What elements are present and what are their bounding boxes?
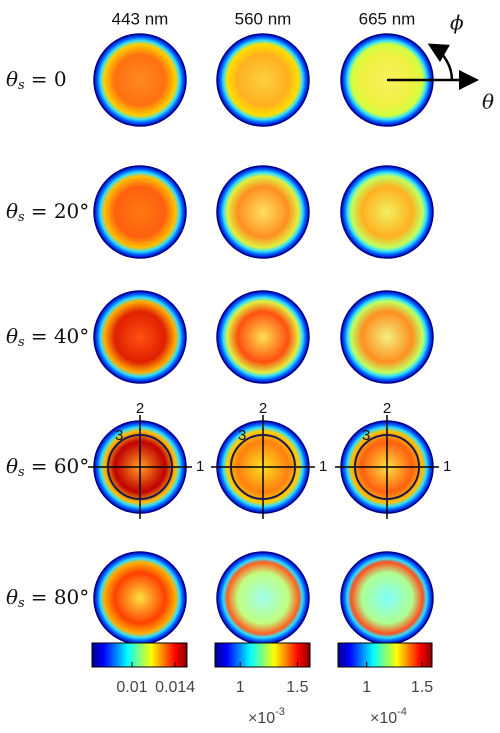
overlay-label: 1 [319,458,327,475]
row-subscript: s [18,596,25,611]
colorbar [214,642,311,668]
colorbar-tick-label: 1.5 [286,679,308,696]
phi-label: ϕ [450,11,464,35]
colorbar-tick-label: 0.01 [116,679,147,696]
colorbar [91,642,188,668]
row-label: θs = 80° [6,585,89,611]
overlay-ring [230,434,296,500]
overlay-ring [354,434,420,500]
row-subscript: s [18,210,25,225]
row-value: = 20° [31,199,90,223]
radiance-disk [93,290,187,384]
row-value: = 40° [31,324,90,348]
colorbar-tick-label: 1 [362,679,371,696]
row-symbol: θ [6,454,18,478]
overlay-label: 1 [196,458,204,475]
overlay-label: 3 [238,427,246,444]
row-subscript: s [18,465,25,480]
overlay-label: 1 [443,458,451,475]
radiance-disk [93,33,187,127]
row-value: = 60° [31,454,90,478]
multiplier-base: ×10 [370,710,397,727]
row-label: θs = 0 [6,67,67,93]
radiance-disk [340,165,434,259]
colorbar-multiplier: ×10-4 [370,706,407,727]
row-symbol: θ [6,585,18,609]
multiplier-base: ×10 [248,710,275,727]
row-label: θs = 60° [6,454,89,480]
colorbar-tick-label: 1 [236,679,245,696]
radiance-disk [216,165,310,259]
multiplier-exponent: -3 [275,706,285,718]
column-header: 443 nm [112,9,169,28]
overlay-label: 3 [115,427,123,444]
row-subscript: s [18,78,25,93]
phi-arrow [427,43,454,81]
overlay-label: 2 [383,400,391,417]
multiplier-exponent: -4 [397,706,407,718]
column-header: 560 nm [235,9,292,28]
row-subscript: s [18,335,25,350]
row-symbol: θ [6,67,18,91]
radiance-disk [216,290,310,384]
radiance-disk [340,290,434,384]
row-label: θs = 20° [6,199,89,225]
row-symbol: θ [6,324,18,348]
radiance-disk [340,551,434,645]
overlay-label: 2 [136,400,144,417]
colorbar-tick-label: 0.014 [155,679,195,696]
radiance-disk [216,551,310,645]
column-header: 665 nm [359,9,416,28]
radiance-disk [93,551,187,645]
colorbar-multiplier: ×10-3 [248,706,285,727]
overlay-label: 3 [362,427,370,444]
overlay-ring [107,434,173,500]
overlay-label: 2 [259,400,267,417]
theta-label: θ [482,90,494,114]
radiance-disk [216,33,310,127]
row-value: = 80° [31,585,90,609]
row-value: = 0 [31,67,67,91]
colorbar-tick-label: 1.5 [411,679,433,696]
row-label: θs = 40° [6,324,89,350]
radiance-disk [93,165,187,259]
row-symbol: θ [6,199,18,223]
colorbar [337,642,433,668]
